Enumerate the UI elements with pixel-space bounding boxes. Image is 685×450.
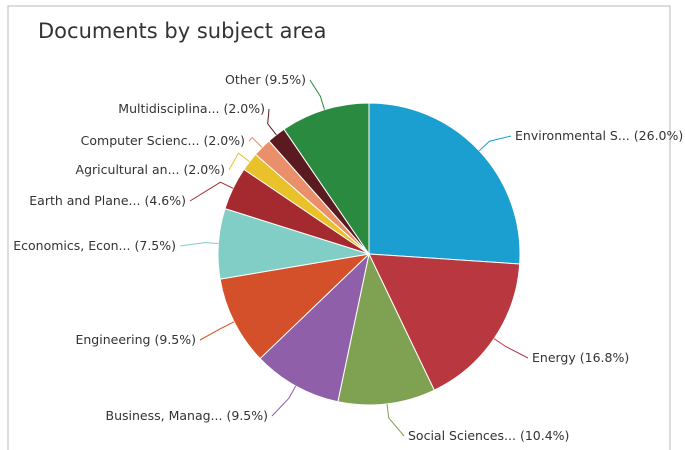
category-name: Economics, Econ... [13, 238, 130, 253]
category-name: Multidisciplina... [118, 101, 219, 116]
slice-label: Other (9.5%) [225, 72, 306, 87]
value-label: (9.5%) [154, 332, 196, 347]
category-name: Earth and Plane... [29, 193, 140, 208]
category-name: Environmental S... [515, 128, 630, 143]
leader-line [309, 79, 325, 110]
value-label: (9.5%) [226, 408, 268, 423]
category-name: Agricultural an... [76, 162, 180, 177]
slice-label: Earth and Plane... (4.6%) [29, 193, 186, 208]
slice-label: Social Sciences... (10.4%) [408, 428, 569, 443]
category-name: Social Sciences... [408, 428, 516, 443]
leader-line [179, 242, 219, 247]
leader-line [189, 181, 234, 202]
pie-slice [368, 102, 521, 265]
value-label: (16.8%) [580, 350, 629, 365]
slice-label: Energy (16.8%) [532, 350, 629, 365]
slice-label: Environmental S... (26.0%) [515, 128, 683, 143]
slice-label: Multidisciplina... (2.0%) [118, 101, 265, 116]
value-label: (10.4%) [520, 428, 569, 443]
value-label: (7.5%) [134, 238, 176, 253]
category-name: Engineering [75, 332, 150, 347]
value-label: (26.0%) [634, 128, 683, 143]
slice-label: Business, Manag... (9.5%) [106, 408, 268, 423]
value-label: (9.5%) [264, 72, 306, 87]
value-label: (2.0%) [183, 162, 225, 177]
category-name: Energy [532, 350, 576, 365]
value-label: (4.6%) [144, 193, 186, 208]
pie-slice [283, 102, 370, 256]
leader-line [386, 403, 405, 437]
value-label: (2.0%) [223, 101, 265, 116]
chart-title: Documents by subject area [38, 19, 326, 43]
value-label: (2.0%) [203, 133, 245, 148]
slice-label: Agricultural an... (2.0%) [76, 162, 225, 177]
category-name: Business, Manag... [106, 408, 223, 423]
pie-slice [219, 253, 371, 360]
leader-line [199, 321, 235, 341]
slice-label: Engineering (9.5%) [75, 332, 196, 347]
category-name: Computer Scienc... [81, 133, 200, 148]
slice-label: Computer Scienc... (2.0%) [81, 133, 245, 148]
leader-line [271, 385, 297, 417]
leader-line [478, 135, 512, 152]
slice-label: Economics, Econ... (7.5%) [13, 238, 176, 253]
leader-line [493, 338, 529, 359]
pie-slice [259, 252, 370, 403]
frame [7, 5, 671, 450]
leader-line [248, 136, 263, 148]
leader-line [267, 108, 277, 136]
leader-line [228, 152, 250, 171]
category-name: Other [225, 72, 261, 87]
